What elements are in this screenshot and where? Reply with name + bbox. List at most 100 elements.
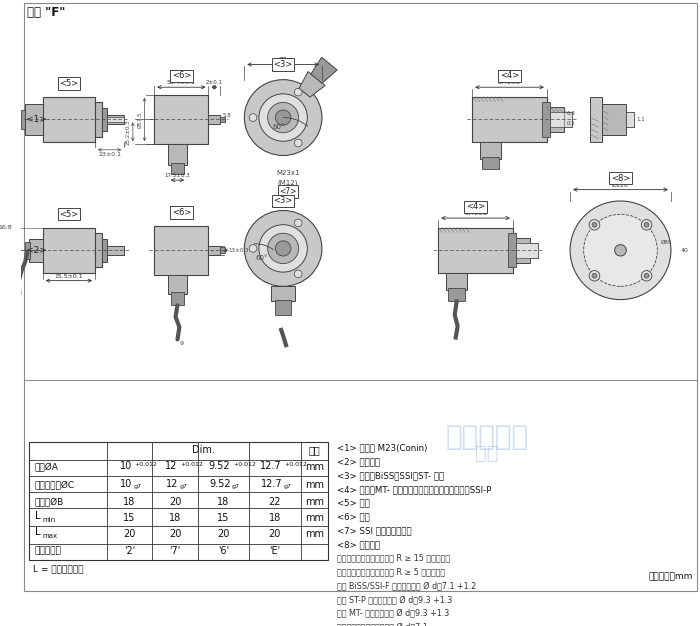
Text: 15.5±0.1: 15.5±0.1 — [55, 274, 83, 279]
Text: 60°: 60° — [256, 255, 268, 261]
Bar — [473, 96, 547, 142]
Text: 尺寸单位：mm: 尺寸单位：mm — [649, 573, 693, 582]
Text: 使用 ST-P 接口时的电缆 Ø d：9.3 +1.3: 使用 ST-P 接口时的电缆 Ø d：9.3 +1.3 — [337, 595, 453, 604]
Circle shape — [267, 233, 299, 264]
Text: mm: mm — [304, 513, 323, 523]
Circle shape — [641, 270, 652, 281]
Text: +0.012: +0.012 — [180, 461, 203, 466]
Text: Ø80: Ø80 — [662, 240, 673, 245]
Text: mm: mm — [304, 497, 323, 507]
Text: 9.52: 9.52 — [210, 479, 232, 489]
Text: 12.7: 12.7 — [260, 461, 282, 471]
Text: +0.012: +0.012 — [134, 461, 158, 466]
Bar — [446, 273, 468, 290]
Bar — [29, 239, 43, 262]
Text: 70: 70 — [279, 56, 288, 63]
Circle shape — [592, 274, 597, 278]
Text: Ø57.5: Ø57.5 — [138, 111, 143, 128]
Circle shape — [570, 201, 671, 300]
Text: 20: 20 — [169, 497, 181, 507]
Text: 盲轴ØA: 盲轴ØA — [35, 463, 59, 471]
Circle shape — [275, 241, 291, 256]
Text: mm: mm — [304, 462, 323, 472]
Circle shape — [244, 80, 322, 155]
Text: g7: g7 — [284, 485, 291, 490]
Text: (M12): (M12) — [278, 179, 298, 186]
Circle shape — [259, 225, 307, 272]
Text: 1.1: 1.1 — [636, 117, 645, 122]
Text: 5.8: 5.8 — [222, 113, 231, 118]
Circle shape — [267, 103, 299, 133]
Bar — [95, 233, 101, 267]
Text: '6': '6' — [218, 546, 229, 557]
Text: 弹性安装时的电缆弯曲半径 R ≥ 15 倍电缆直径: 弹性安装时的电缆弯曲半径 R ≥ 15 倍电缆直径 — [337, 553, 451, 563]
Text: 12: 12 — [165, 461, 177, 471]
Circle shape — [294, 219, 302, 227]
Text: L = 连接轴的深度: L = 连接轴的深度 — [33, 564, 83, 573]
Text: 轴型号代码: 轴型号代码 — [35, 547, 62, 556]
Circle shape — [584, 214, 657, 286]
Text: <4> 接口；MT- 并行（仅适用电缆）、现场总线、SSI-P: <4> 接口；MT- 并行（仅适用电缆）、现场总线、SSI-P — [337, 485, 492, 494]
Bar — [438, 227, 513, 273]
Bar — [106, 245, 124, 255]
Bar — [626, 112, 634, 127]
Text: <8>: <8> — [611, 174, 630, 183]
Text: 20: 20 — [123, 529, 136, 539]
Text: <1>: <1> — [26, 115, 47, 124]
Text: g7: g7 — [134, 485, 141, 490]
Text: 18: 18 — [123, 497, 136, 507]
Text: <4>: <4> — [466, 202, 485, 211]
Text: 价格: 价格 — [475, 444, 498, 463]
Text: '7': '7' — [169, 546, 181, 557]
Bar — [154, 95, 209, 144]
Bar — [25, 105, 43, 135]
Bar — [106, 116, 124, 122]
Text: <8> 客户端面: <8> 客户端面 — [337, 540, 380, 549]
Text: mm: mm — [304, 480, 323, 490]
Bar — [508, 233, 516, 267]
Text: <5>: <5> — [60, 79, 78, 88]
Bar — [43, 96, 95, 142]
Text: 使用 MT- 接口时的电缆 Ø d：9.3 +1.3: 使用 MT- 接口时的电缆 Ø d：9.3 +1.3 — [337, 608, 449, 618]
Text: 13±0.3: 13±0.3 — [228, 248, 248, 253]
Circle shape — [244, 210, 322, 286]
Text: <7>: <7> — [279, 187, 297, 196]
Text: 23±0.1: 23±0.1 — [98, 151, 121, 156]
Text: 67.1±1: 67.1±1 — [464, 211, 487, 216]
Bar — [43, 227, 95, 273]
Bar — [102, 108, 106, 131]
Text: 'E': 'E' — [270, 546, 281, 557]
Text: 17.5±0.3: 17.5±0.3 — [164, 173, 190, 178]
Bar — [209, 245, 220, 255]
Text: <4>: <4> — [500, 71, 519, 80]
Text: 67.1±1: 67.1±1 — [498, 80, 521, 85]
Text: <5>: <5> — [60, 210, 78, 218]
Circle shape — [615, 245, 626, 256]
Circle shape — [589, 270, 600, 281]
Text: min: min — [43, 517, 56, 523]
Bar — [171, 163, 184, 175]
Polygon shape — [299, 71, 325, 97]
Text: <5> 轴向: <5> 轴向 — [337, 499, 370, 508]
Text: 9.52: 9.52 — [209, 461, 230, 471]
Text: 固定安装时的电缆弯曲半径 R ≥ 5 倍电缆直径: 固定安装时的电缆弯曲半径 R ≥ 5 倍电缆直径 — [337, 567, 445, 577]
Text: L: L — [35, 511, 41, 521]
Bar — [272, 286, 295, 302]
Text: 2±0.1: 2±0.1 — [206, 80, 223, 85]
Text: M23x1: M23x1 — [276, 170, 300, 176]
Text: 0.5: 0.5 — [566, 121, 575, 126]
Text: L: L — [35, 527, 41, 537]
Text: 60°: 60° — [272, 124, 284, 130]
Circle shape — [294, 139, 302, 147]
Text: 18: 18 — [169, 513, 181, 523]
Bar — [95, 103, 101, 136]
Text: 18: 18 — [218, 497, 230, 507]
Bar — [531, 243, 538, 258]
Text: 0.9: 0.9 — [566, 111, 575, 116]
Text: '2': '2' — [124, 546, 135, 557]
Bar — [220, 116, 225, 122]
Text: 15: 15 — [217, 513, 230, 523]
Text: 10: 10 — [120, 479, 133, 489]
Text: g7: g7 — [179, 485, 188, 490]
Text: <6> 径向: <6> 径向 — [337, 513, 370, 521]
